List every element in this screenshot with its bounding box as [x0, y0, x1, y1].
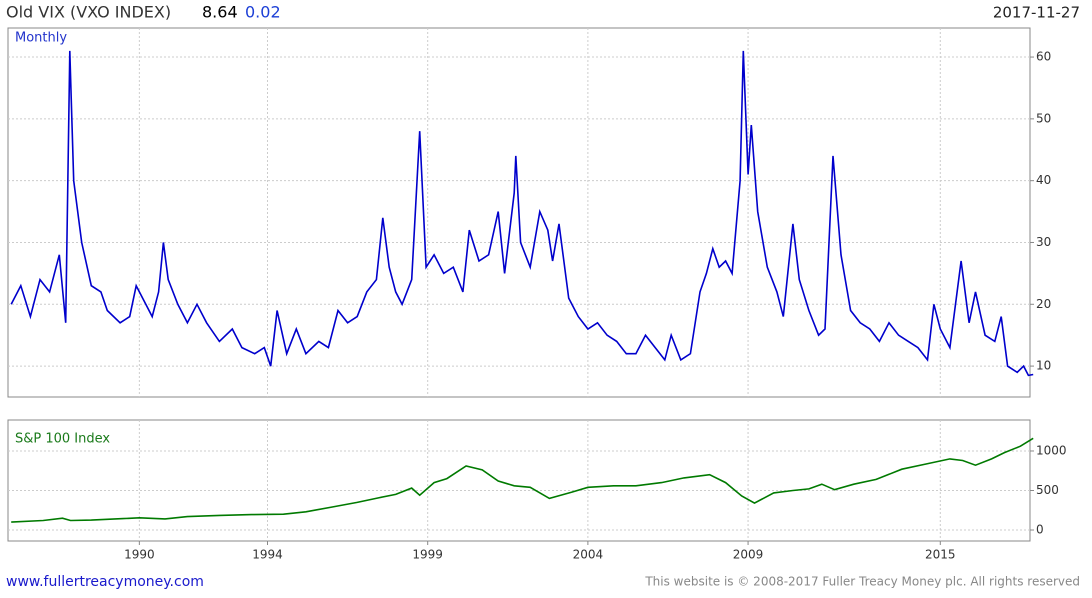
- x-tick-label: 1990: [124, 548, 155, 562]
- y-tick-label: 1000: [1036, 443, 1067, 457]
- y-tick-label: 50: [1036, 111, 1051, 125]
- x-tick-label: 1999: [412, 548, 443, 562]
- panel-frame: [7, 419, 1031, 542]
- x-tick-label: 2015: [925, 548, 956, 562]
- change: 0.02: [245, 3, 281, 22]
- panel-frame: [7, 27, 1031, 398]
- y-tick-label: 30: [1036, 235, 1051, 249]
- copyright: This website is © 2008-2017 Fuller Treac…: [644, 575, 1080, 589]
- data-line: [10, 50, 1034, 377]
- site-link[interactable]: www.fullertreacymoney.com: [6, 574, 204, 590]
- panel-label: Monthly: [15, 31, 67, 46]
- y-tick-label: 40: [1036, 173, 1051, 187]
- y-tick-label: 0: [1036, 523, 1044, 537]
- date: 2017-11-27: [993, 4, 1080, 22]
- x-tick-label: 2009: [733, 548, 764, 562]
- y-tick-label: 20: [1036, 297, 1051, 311]
- y-tick-label: 10: [1036, 359, 1051, 373]
- panel-label: S&P 100 Index: [15, 432, 110, 447]
- last-value: 8.64: [202, 3, 238, 22]
- x-tick-label: 1994: [252, 548, 283, 562]
- y-tick-label: 60: [1036, 50, 1051, 64]
- y-tick-label: 500: [1036, 483, 1059, 497]
- data-line: [11, 437, 1034, 523]
- x-tick-label: 2004: [573, 548, 604, 562]
- chart-title: Old VIX (VXO INDEX): [6, 3, 171, 22]
